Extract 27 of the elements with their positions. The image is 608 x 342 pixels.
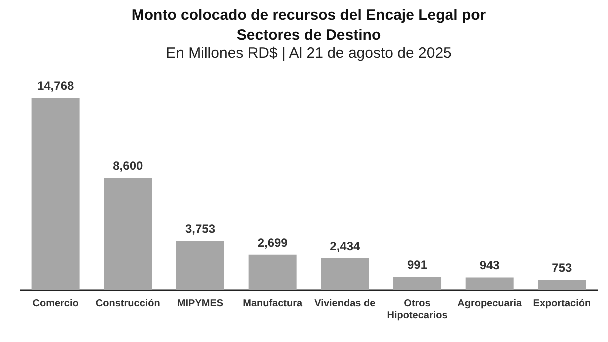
x-tick-label: Viviendas de (314, 298, 376, 310)
x-tick-label: Manufactura (243, 298, 303, 310)
x-tick-label: MIPYMES (177, 298, 224, 310)
data-label: 3,753 (185, 222, 216, 236)
data-label: 943 (480, 258, 500, 273)
chart-subtitle: En Millones RD$ | Al 21 de agosto de 2025 (166, 45, 452, 62)
x-tick-label: Comercio (32, 298, 79, 310)
bar (321, 258, 370, 290)
bar (538, 280, 586, 290)
bar (104, 178, 152, 290)
data-label: 753 (552, 261, 573, 276)
data-label: 14,768 (37, 79, 74, 94)
text: Sectores de Destino (236, 27, 382, 44)
data-label: 2,699 (258, 236, 288, 250)
bar (394, 277, 442, 290)
data-label: 2,434 (330, 239, 361, 254)
x-tick-label: Exportación (533, 298, 592, 310)
data-label: 991 (407, 258, 428, 272)
bar (248, 254, 297, 290)
bar (176, 241, 224, 290)
x-tick-label: Otros Hipotecarios (387, 298, 448, 322)
text: Monto colocado de recursos del Encaje Legal por (132, 7, 486, 24)
x-tick-label: Agropecuaria (458, 298, 523, 310)
x-tick-label: Construcción (96, 298, 160, 310)
bar (466, 278, 514, 290)
data-label: 8,600 (113, 159, 144, 174)
bar (32, 98, 80, 290)
